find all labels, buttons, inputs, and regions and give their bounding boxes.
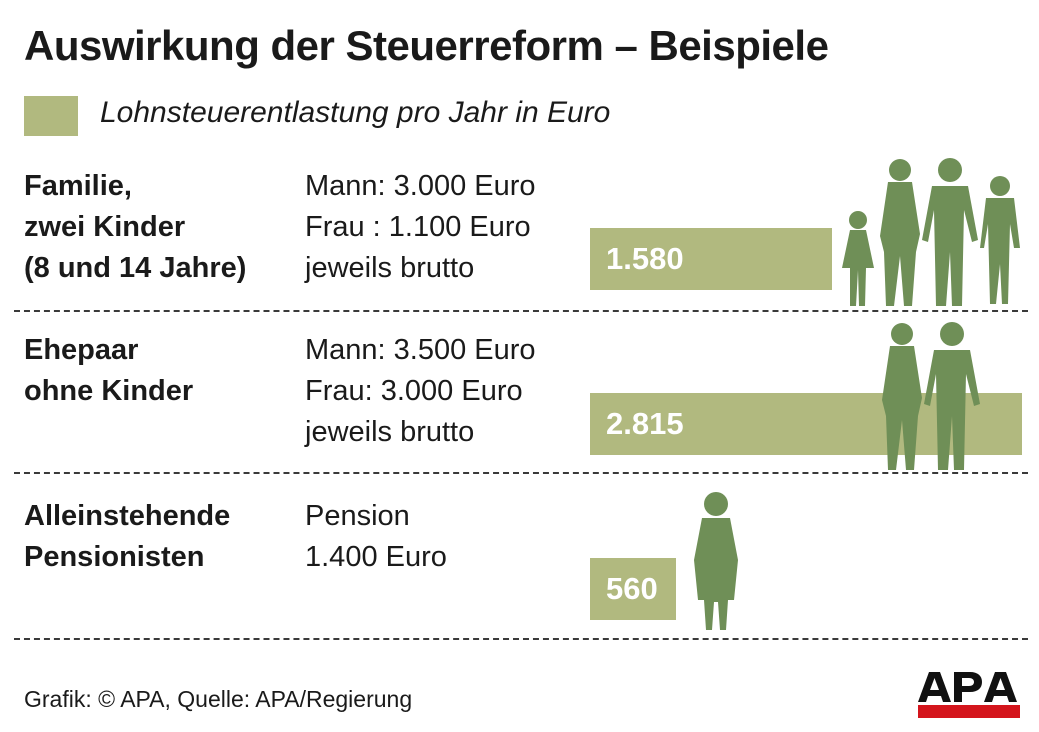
row-label-line: Familie, — [24, 170, 132, 202]
row-detail-line: jeweils brutto — [305, 252, 475, 284]
row-label-line: zwei Kinder — [24, 211, 186, 243]
chart-title: Auswirkung der Steuerreform – Beispiele — [24, 22, 829, 69]
pensioner-silhouette-icon — [694, 492, 738, 630]
family-silhouette-icon — [842, 158, 1020, 306]
row-detail-line: Mann: 3.500 Euro — [305, 334, 536, 366]
apa-logo — [918, 672, 1020, 718]
row-divider — [14, 472, 1028, 474]
row-detail-line: Frau : 1.100 Euro — [305, 211, 531, 243]
row-detail-line: Frau: 3.000 Euro — [305, 375, 523, 407]
row-label: Alleinstehende Pensionisten — [24, 496, 230, 578]
row-detail-line: jeweils brutto — [305, 416, 475, 448]
row-detail-line: Mann: 3.000 Euro — [305, 170, 536, 202]
bar-value-label: 2.815 — [606, 406, 684, 441]
row-detail-line: Pension — [305, 500, 410, 532]
row-detail: Mann: 3.000 Euro Frau : 1.100 Euro jewei… — [305, 166, 536, 289]
row-label-line: Ehepaar — [24, 334, 139, 366]
bar-family: 1.580 — [590, 228, 832, 290]
bar-pensioner: 560 — [590, 558, 676, 620]
row-label: Familie, zwei Kinder (8 und 14 Jahre) — [24, 166, 246, 289]
row-label-line: (8 und 14 Jahre) — [24, 252, 247, 284]
row-label-line: ohne Kinder — [24, 375, 194, 407]
row-label: Ehepaar ohne Kinder — [24, 330, 193, 412]
row-detail: Pension 1.400 Euro — [305, 496, 447, 578]
couple-silhouette-icon — [882, 322, 980, 470]
source-note: Grafik: © APA, Quelle: APA/Regierung — [24, 686, 413, 712]
row-divider — [14, 310, 1028, 312]
row-label-line: Alleinstehende — [24, 500, 231, 532]
bar-value-label: 560 — [606, 571, 658, 606]
bar-value-label: 1.580 — [606, 241, 684, 276]
row-divider — [14, 638, 1028, 640]
legend-swatch — [24, 96, 78, 136]
row-detail: Mann: 3.500 Euro Frau: 3.000 Euro jeweil… — [305, 330, 536, 453]
row-detail-line: 1.400 Euro — [305, 541, 447, 573]
legend-label: Lohnsteuerentlastung pro Jahr in Euro — [100, 96, 611, 129]
row-label-line: Pensionisten — [24, 541, 205, 573]
